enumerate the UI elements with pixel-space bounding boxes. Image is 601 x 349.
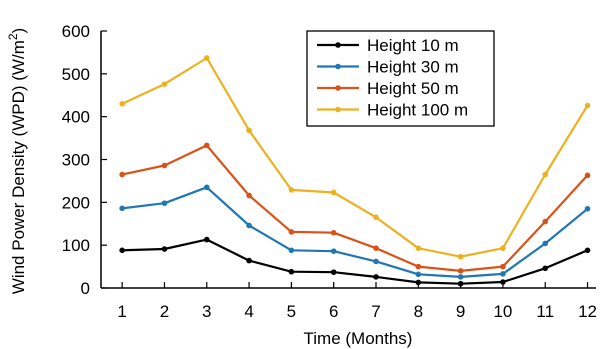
data-point bbox=[415, 245, 422, 251]
x-tick-label: 4 bbox=[244, 302, 253, 321]
data-point bbox=[500, 245, 506, 251]
data-point bbox=[542, 240, 549, 247]
legend-label: Height 50 m bbox=[367, 79, 459, 98]
x-tick-label: 5 bbox=[287, 302, 296, 321]
y-tick-label: 300 bbox=[62, 151, 90, 170]
x-tick-label: 6 bbox=[329, 302, 338, 321]
data-point bbox=[246, 257, 252, 264]
data-point bbox=[330, 248, 337, 254]
y-tick-label: 600 bbox=[62, 22, 90, 41]
legend: Height 10 m Height 30 m Height 50 m Height … bbox=[306, 30, 495, 127]
data-point bbox=[500, 263, 506, 270]
data-point bbox=[457, 253, 464, 260]
legend-label: Height 10 m bbox=[367, 36, 459, 55]
legend-swatch-marker bbox=[335, 63, 341, 70]
data-point bbox=[288, 229, 295, 235]
data-point bbox=[542, 171, 549, 178]
data-point bbox=[584, 247, 591, 254]
data-point bbox=[373, 214, 379, 221]
series-layer bbox=[119, 55, 591, 287]
x-tick-label: 9 bbox=[456, 302, 465, 321]
data-point bbox=[119, 101, 125, 107]
data-point bbox=[457, 268, 464, 274]
y-axis-label-main: Wind Power Density (WPD) (W/m bbox=[9, 40, 28, 294]
legend-label: Height 100 m bbox=[367, 101, 468, 120]
series-line-height-10-m bbox=[122, 238, 588, 285]
data-point bbox=[288, 268, 295, 275]
data-point bbox=[203, 55, 210, 61]
data-point bbox=[203, 184, 210, 191]
legend-swatch-marker bbox=[335, 85, 341, 91]
legend-swatch-marker bbox=[335, 42, 341, 48]
series-height-30-m bbox=[119, 184, 591, 280]
series-line-height-30-m bbox=[122, 186, 589, 278]
data-point bbox=[203, 142, 210, 149]
data-point bbox=[203, 236, 210, 243]
data-point bbox=[457, 280, 464, 287]
series-height-100-m bbox=[119, 55, 591, 260]
legend-entry: Height 10 m bbox=[317, 36, 459, 55]
x-tick-label: 3 bbox=[202, 302, 211, 321]
data-point bbox=[119, 205, 125, 212]
x-tick-label: 1 bbox=[117, 302, 126, 321]
series-line-height-100-m bbox=[121, 56, 589, 258]
data-point bbox=[161, 200, 168, 206]
data-point bbox=[246, 127, 252, 134]
y-tick-label: 0 bbox=[81, 279, 90, 298]
data-point bbox=[246, 192, 252, 199]
data-point bbox=[584, 172, 591, 179]
x-tick-label: 7 bbox=[371, 302, 380, 321]
y-ticks: 0 100 200 300 400 500 600 bbox=[62, 22, 107, 298]
data-point bbox=[415, 271, 422, 278]
x-tick-label: 12 bbox=[578, 302, 597, 321]
x-tick-label: 11 bbox=[536, 302, 554, 321]
data-point bbox=[415, 279, 422, 286]
y-axis-label: Wind Power Density (WPD) (W/m2) bbox=[6, 28, 28, 294]
legend-entry: Height 100 m bbox=[317, 101, 468, 120]
series-height-50-m bbox=[119, 142, 591, 274]
data-point bbox=[161, 81, 168, 87]
data-point bbox=[330, 229, 337, 236]
data-point bbox=[161, 162, 168, 169]
data-point bbox=[119, 171, 125, 178]
data-point bbox=[373, 274, 379, 280]
data-point bbox=[584, 205, 591, 212]
data-point bbox=[288, 247, 295, 254]
data-point bbox=[542, 218, 549, 225]
data-point bbox=[330, 269, 337, 275]
y-axis-label-superscript: 2 bbox=[6, 33, 20, 40]
y-axis-label-close: ) bbox=[9, 28, 28, 34]
legend-entry: Height 50 m bbox=[317, 79, 459, 98]
legend-swatch-marker bbox=[335, 106, 341, 113]
x-axis-label: Time (Months) bbox=[304, 329, 413, 348]
x-tick-label: 2 bbox=[160, 302, 169, 321]
data-point bbox=[373, 245, 379, 251]
series-line-height-50-m bbox=[121, 144, 589, 272]
data-point bbox=[500, 271, 506, 277]
data-point bbox=[457, 274, 464, 280]
data-point bbox=[500, 279, 506, 285]
legend-label: Height 30 m bbox=[367, 58, 459, 77]
legend-entry: Height 30 m bbox=[317, 58, 459, 77]
x-ticks: 1 2 3 4 5 6 7 8 9 10 11 12 bbox=[117, 282, 597, 321]
data-point bbox=[161, 246, 168, 252]
y-tick-label: 400 bbox=[62, 108, 90, 127]
y-tick-label: 100 bbox=[62, 236, 90, 255]
series-height-10-m bbox=[119, 236, 591, 287]
data-point bbox=[542, 265, 549, 272]
y-tick-label: 500 bbox=[62, 65, 90, 84]
x-tick-label: 8 bbox=[414, 302, 423, 321]
data-point bbox=[584, 102, 591, 109]
y-tick-label: 200 bbox=[62, 193, 90, 212]
x-tick-label: 10 bbox=[493, 302, 512, 321]
data-point bbox=[246, 222, 252, 229]
data-point bbox=[119, 247, 125, 254]
data-point bbox=[330, 189, 337, 196]
data-point bbox=[373, 258, 379, 265]
data-point bbox=[415, 263, 422, 270]
data-point bbox=[288, 187, 295, 193]
